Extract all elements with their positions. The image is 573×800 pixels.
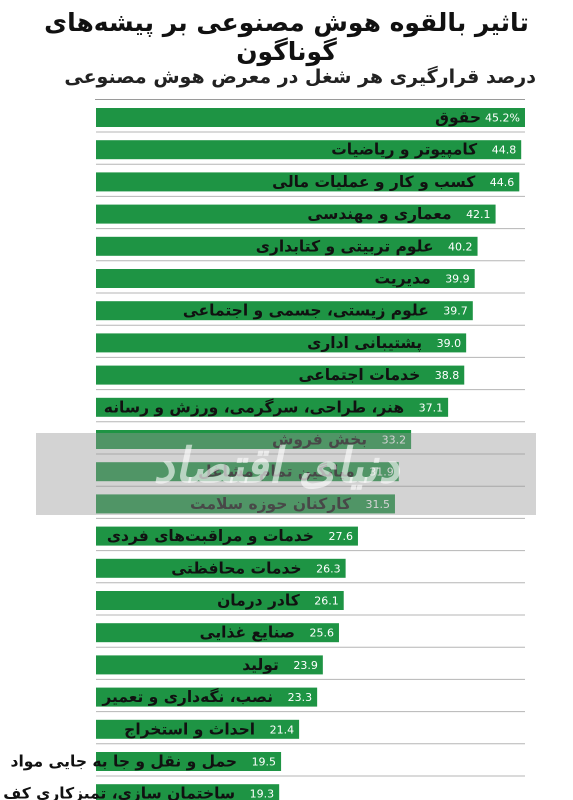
bar-value-label: 39.9 bbox=[445, 273, 470, 286]
bar bbox=[96, 462, 399, 482]
bar-value-label: 27.6 bbox=[328, 530, 353, 543]
bar bbox=[96, 526, 358, 546]
category-label: معماری و مهندسی bbox=[307, 205, 451, 223]
bar-value-label: 39.7 bbox=[443, 305, 468, 318]
bar bbox=[96, 687, 318, 707]
bar-value-label: 26.3 bbox=[316, 562, 341, 575]
watermark-logo: دنیای اقتصاد bbox=[150, 438, 410, 494]
bar bbox=[96, 752, 282, 771]
bar-value-label: 19.5 bbox=[252, 756, 277, 769]
bar-value-label: 39.0 bbox=[437, 337, 462, 350]
chart-subtitle: درصد قرارگیری هر شغل در معرض هوش مصنوعی bbox=[64, 66, 536, 88]
bar bbox=[96, 655, 323, 675]
category-label: کسب و کار و عملیات مالی bbox=[272, 173, 476, 191]
bar bbox=[96, 784, 280, 800]
bar bbox=[96, 172, 520, 192]
bar bbox=[96, 204, 496, 224]
category-label: کامپیوتر و ریاضیات bbox=[331, 141, 478, 160]
category-label: پشتیبانی اداری bbox=[307, 334, 422, 353]
bar bbox=[96, 333, 467, 353]
bar-value-label: 44.6 bbox=[490, 176, 515, 189]
bar bbox=[96, 269, 475, 288]
chart-title: تاثیر بالقوه هوش مصنوعی بر پیشه‌های گونا… bbox=[44, 8, 529, 66]
bar bbox=[96, 494, 395, 514]
category-label: حمل و نقل و جا به جایی مواد bbox=[11, 753, 238, 771]
bar bbox=[96, 430, 412, 449]
bar-value-label: 44.8 bbox=[492, 144, 517, 157]
category-label: مدیریت bbox=[374, 270, 430, 288]
bar bbox=[96, 301, 473, 321]
category-label: تولید bbox=[242, 656, 279, 674]
bar bbox=[96, 719, 300, 739]
bar-value-label: 23.9 bbox=[293, 659, 318, 672]
bar bbox=[96, 397, 449, 417]
bar bbox=[96, 108, 525, 127]
category-label: احداث و استخراج bbox=[124, 720, 255, 738]
bar-value-label: 23.3 bbox=[288, 691, 313, 704]
bar-value-label: 19.3 bbox=[250, 788, 275, 800]
category-label: نصب، نگه‌داری و تعمیر bbox=[101, 687, 273, 706]
category-label: میانگین تمام مشاغل bbox=[198, 462, 355, 481]
bar-value-label: 38.8 bbox=[435, 369, 460, 382]
category-label: علوم تربیتی و کتابداری bbox=[256, 237, 434, 255]
bar bbox=[96, 591, 344, 610]
category-label: هنر، طراحی، سرگرمی، ورزش و رسانه bbox=[104, 397, 404, 416]
category-label: ساختمان سازی، تمیزکاری کف و نگه‌داری bbox=[0, 784, 235, 800]
bar-value-label: 21.4 bbox=[270, 723, 295, 736]
bar-value-label: 40.2 bbox=[448, 240, 473, 253]
category-label: صنایع غذایی bbox=[200, 624, 295, 642]
bar bbox=[96, 558, 346, 578]
bar-value-label: 45.2% bbox=[485, 112, 520, 125]
watermark-band bbox=[36, 433, 536, 515]
bar bbox=[96, 365, 465, 385]
category-label: بخش فروش bbox=[272, 431, 367, 449]
bar-value-label: 42.1 bbox=[466, 208, 491, 221]
bar-value-label: 25.6 bbox=[309, 627, 334, 640]
bar-value-label: 31.9 bbox=[369, 466, 394, 479]
bar-value-label: 37.1 bbox=[419, 401, 444, 414]
subtitle-divider bbox=[95, 99, 525, 100]
bar bbox=[96, 140, 522, 160]
category-label: کادر درمان bbox=[217, 592, 301, 610]
category-label: خدمات محافظتی bbox=[171, 559, 301, 577]
category-label: حقوق bbox=[435, 109, 481, 127]
category-label: علوم زیستی، جسمی و اجتماعی bbox=[183, 302, 429, 320]
bar-value-label: 26.1 bbox=[314, 595, 339, 608]
bar-value-label: 33.2 bbox=[382, 434, 407, 447]
category-label: خدمات اجتماعی bbox=[298, 366, 420, 384]
category-label: خدمات و مراقبت‌های فردی bbox=[107, 527, 314, 545]
bar bbox=[96, 236, 478, 256]
bar-value-label: 31.5 bbox=[365, 498, 390, 511]
category-label: کارکنان حوزه سلامت bbox=[190, 495, 352, 513]
bar bbox=[96, 623, 339, 643]
